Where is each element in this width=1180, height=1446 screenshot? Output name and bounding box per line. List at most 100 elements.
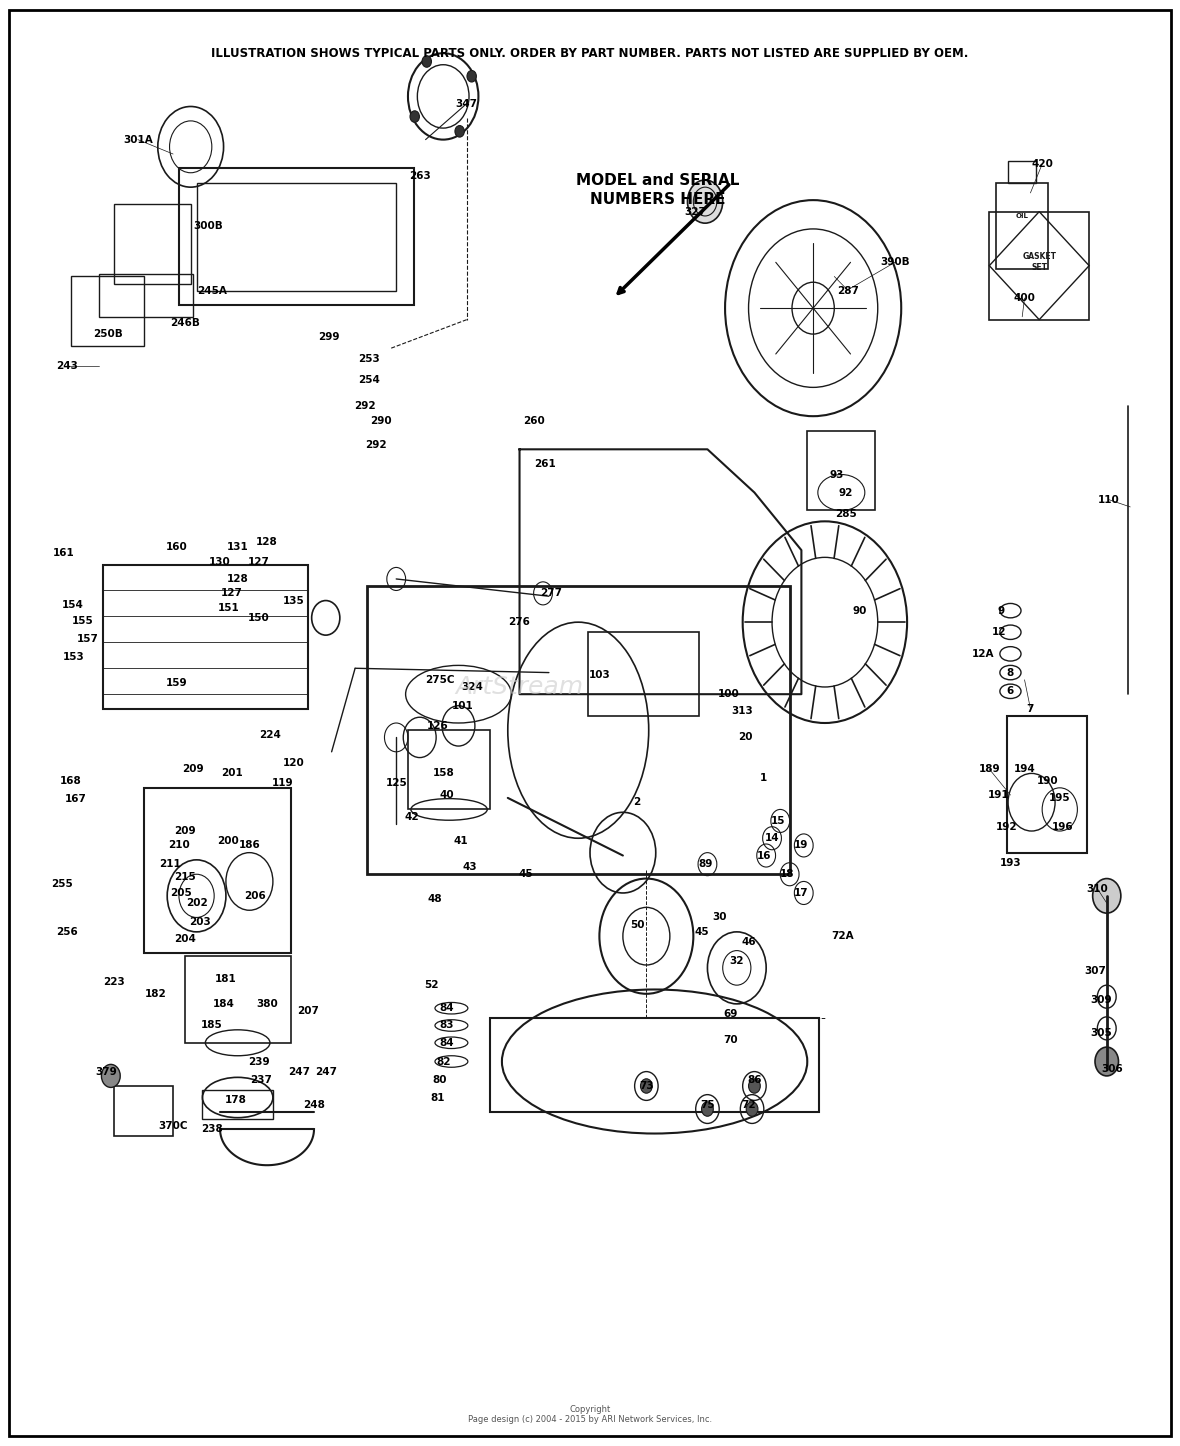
Text: 135: 135 [283, 596, 304, 606]
Text: 290: 290 [371, 415, 392, 425]
Text: MODEL and SERIAL
NUMBERS HERE: MODEL and SERIAL NUMBERS HERE [577, 174, 740, 207]
Text: 19: 19 [794, 840, 808, 850]
Text: 305: 305 [1090, 1028, 1112, 1038]
Text: 211: 211 [158, 859, 181, 869]
Text: 247: 247 [288, 1067, 309, 1077]
Bar [185, 956, 290, 1043]
Text: 390B: 390B [880, 257, 910, 268]
Bar [103, 564, 308, 709]
Text: 277: 277 [540, 589, 562, 599]
Text: 89: 89 [697, 859, 713, 869]
Text: 193: 193 [999, 857, 1021, 868]
Text: 15: 15 [771, 816, 785, 826]
Bar [114, 1086, 173, 1137]
Text: 155: 155 [72, 616, 93, 626]
Text: 150: 150 [248, 613, 270, 623]
Text: 182: 182 [145, 989, 166, 999]
Text: 158: 158 [432, 768, 454, 778]
Text: 276: 276 [509, 617, 531, 628]
Circle shape [422, 56, 432, 68]
Text: 160: 160 [165, 542, 188, 552]
Text: 370C: 370C [158, 1121, 188, 1131]
Circle shape [748, 1079, 760, 1093]
Text: 80: 80 [432, 1076, 447, 1086]
Text: 250B: 250B [93, 330, 124, 338]
Text: 103: 103 [589, 671, 610, 681]
Text: 127: 127 [248, 557, 270, 567]
Circle shape [1093, 879, 1121, 912]
Text: OIL: OIL [1016, 213, 1029, 218]
Text: 41: 41 [453, 836, 468, 846]
Text: 73: 73 [640, 1082, 654, 1090]
Text: 154: 154 [63, 600, 84, 610]
Text: 119: 119 [271, 778, 293, 788]
Text: 195: 195 [1049, 792, 1070, 803]
Text: 287: 287 [838, 286, 859, 296]
Text: ArtStream: ArtStream [455, 675, 584, 698]
Bar [408, 730, 490, 810]
Bar [367, 586, 789, 875]
Text: 45: 45 [518, 869, 532, 879]
Bar [1007, 716, 1087, 853]
Circle shape [101, 1064, 120, 1087]
Text: 43: 43 [463, 862, 478, 872]
Text: 243: 243 [57, 360, 78, 370]
Text: 75: 75 [700, 1100, 715, 1109]
Text: 310: 310 [1087, 884, 1108, 894]
Text: 307: 307 [1084, 966, 1106, 976]
Text: 157: 157 [77, 635, 98, 645]
Text: 306: 306 [1102, 1064, 1123, 1074]
Text: 127: 127 [221, 589, 243, 599]
Text: 18: 18 [780, 869, 794, 879]
Text: 120: 120 [283, 758, 304, 768]
Text: 14: 14 [765, 833, 779, 843]
Text: 50: 50 [630, 920, 644, 930]
Text: 400: 400 [1014, 294, 1036, 304]
Text: 72: 72 [741, 1100, 756, 1109]
Text: 20: 20 [738, 733, 753, 742]
Text: 42: 42 [405, 811, 419, 821]
Circle shape [467, 71, 477, 82]
Text: 209: 209 [173, 826, 196, 836]
Text: 196: 196 [1051, 821, 1073, 831]
Text: Copyright
Page design (c) 2004 - 2015 by ARI Network Services, Inc.: Copyright Page design (c) 2004 - 2015 by… [468, 1404, 712, 1424]
Text: 263: 263 [408, 171, 431, 181]
Text: 130: 130 [209, 557, 231, 567]
Circle shape [702, 1102, 714, 1116]
Bar [114, 204, 191, 283]
Text: 202: 202 [185, 898, 208, 908]
Circle shape [746, 1102, 758, 1116]
Bar [99, 273, 194, 317]
Text: 301A: 301A [123, 134, 152, 145]
Text: 247: 247 [315, 1067, 336, 1077]
Text: 178: 178 [224, 1096, 247, 1105]
Text: 239: 239 [248, 1057, 269, 1067]
Text: 84: 84 [439, 1038, 454, 1048]
Text: 420: 420 [1031, 159, 1053, 169]
Text: 153: 153 [63, 652, 84, 662]
Bar [807, 431, 876, 510]
Text: 6: 6 [1007, 687, 1014, 697]
Text: 203: 203 [189, 917, 211, 927]
Text: 125: 125 [386, 778, 407, 788]
Bar [1008, 161, 1036, 182]
Text: 246B: 246B [170, 318, 199, 328]
Text: 292: 292 [366, 440, 387, 450]
Text: 12: 12 [991, 628, 1007, 638]
Text: 204: 204 [173, 934, 196, 944]
Circle shape [688, 179, 722, 223]
Text: 9: 9 [997, 606, 1004, 616]
Text: 186: 186 [238, 840, 261, 850]
Text: 192: 192 [996, 821, 1017, 831]
Text: 379: 379 [96, 1067, 117, 1077]
Text: 238: 238 [201, 1124, 223, 1134]
Text: 92: 92 [839, 487, 853, 497]
Text: 254: 254 [359, 375, 380, 385]
Text: 1: 1 [760, 772, 767, 782]
Text: 126: 126 [426, 722, 448, 730]
Circle shape [1095, 1047, 1119, 1076]
Text: 200: 200 [217, 836, 240, 846]
Text: 260: 260 [523, 415, 544, 425]
Text: 201: 201 [221, 768, 243, 778]
Text: 32: 32 [729, 956, 745, 966]
